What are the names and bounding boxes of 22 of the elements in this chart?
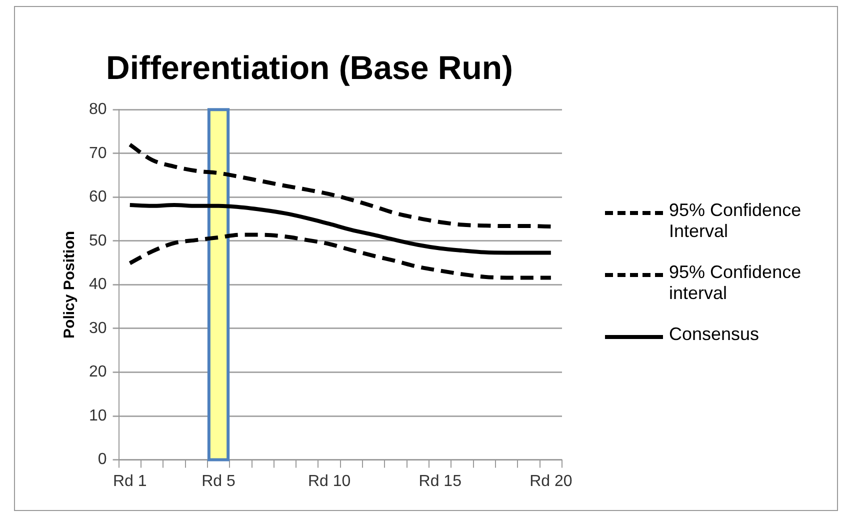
line-series <box>128 232 553 280</box>
x-tick-label: Rd 5 <box>202 472 236 490</box>
y-tick-label: 0 <box>98 451 107 468</box>
y-axis-title: Policy Position <box>61 230 78 338</box>
line-series <box>128 203 553 255</box>
x-tick-label: Rd 1 <box>112 472 147 490</box>
chart-title: Differentiation (Base Run) <box>106 48 514 86</box>
y-tick-label: 20 <box>89 364 107 381</box>
y-tick-label: 40 <box>89 276 107 294</box>
legend-label: Consensus <box>669 324 760 345</box>
y-tick-label: 30 <box>89 320 107 337</box>
y-tick-label: 50 <box>89 232 107 250</box>
legend-label: 95% Confidence interval <box>669 262 802 304</box>
x-tick-label: Rd 20 <box>530 472 572 490</box>
line-series <box>128 142 553 228</box>
y-tick-label: 60 <box>89 188 107 206</box>
y-tick-label: 10 <box>89 407 107 424</box>
x-tick-label: Rd 10 <box>308 472 351 490</box>
x-tick-label: Rd 15 <box>418 472 462 490</box>
legend-label: 95% Confidence Interval <box>669 200 802 242</box>
y-tick-label: 70 <box>89 144 107 162</box>
y-tick-label: 80 <box>89 101 107 118</box>
